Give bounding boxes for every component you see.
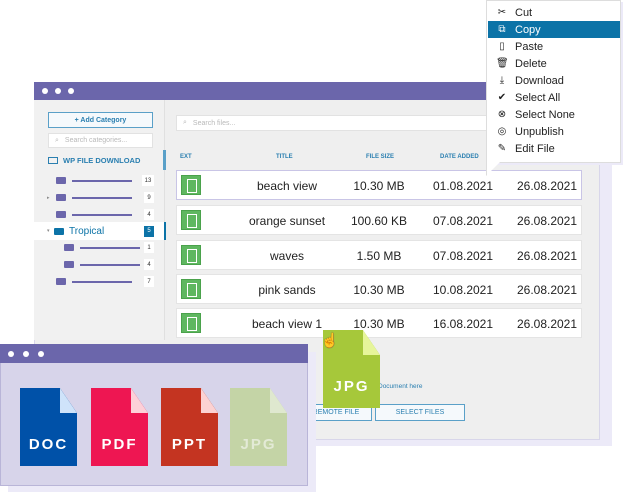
collapse-icon[interactable]: ▾	[47, 228, 50, 234]
ppt-file-icon[interactable]: PPT	[161, 388, 218, 466]
menu-item-copy[interactable]: ⧉ Copy	[488, 21, 620, 38]
context-menu: ✂ Cut ⧉ Copy ▯ Paste 🗑 Delete ⤓ Download ✔ Sel…	[486, 0, 621, 163]
tree-item[interactable]: 7	[34, 273, 165, 290]
menu-item-select-all[interactable]: ✔ Select All	[497, 91, 561, 104]
tree-item[interactable]: 13	[34, 172, 165, 189]
double-check-icon: ✔	[497, 92, 507, 103]
pencil-icon: ✎	[497, 143, 507, 154]
sidebar-resize-handle[interactable]	[163, 150, 166, 170]
tree-item-tropical[interactable]: ▾ Tropical 5	[34, 222, 166, 240]
column-file-size[interactable]: FILE SIZE	[366, 154, 395, 160]
menu-item-paste[interactable]: ▯ Paste	[488, 38, 620, 55]
window-titlebar	[0, 344, 308, 363]
window-dot[interactable]	[55, 88, 61, 94]
window-dot[interactable]	[42, 88, 48, 94]
window-dot[interactable]	[8, 351, 14, 357]
trash-icon: 🗑	[496, 58, 509, 69]
clipboard-icon: ▯	[499, 41, 505, 52]
dragged-jpg-file[interactable]: JPG	[323, 330, 380, 408]
file-row[interactable]: beach view 10.30 MB 01.08.2021 26.08.2021	[176, 170, 582, 200]
window-dot[interactable]	[68, 88, 74, 94]
window-dot[interactable]	[23, 351, 29, 357]
jpg-file-icon	[181, 175, 201, 195]
tree-item[interactable]: 1	[34, 239, 165, 256]
window-dot[interactable]	[38, 351, 44, 357]
file-row[interactable]: pink sands 10.30 MB 10.08.2021 26.08.2021	[176, 274, 582, 304]
file-row[interactable]: orange sunset 100.60 KB 07.08.2021 26.08.20…	[176, 205, 582, 235]
column-ext[interactable]: EXT	[180, 154, 192, 160]
add-category-button[interactable]: + Add Category	[48, 112, 153, 128]
jpg-file-icon	[181, 210, 201, 230]
tree-item[interactable]: ▸ 9	[34, 189, 165, 206]
menu-item-delete[interactable]: 🗑 Delete	[496, 57, 547, 70]
jpg-file-icon	[181, 279, 201, 299]
search-icon: ⌕	[183, 119, 187, 126]
search-icon: ⌕	[55, 136, 59, 144]
menu-item-cut[interactable]: ✂ Cut	[497, 6, 533, 19]
search-categories-input[interactable]: ⌕ Search categories...	[48, 133, 153, 148]
tree-item[interactable]: 4	[34, 256, 165, 273]
jpg-file-icon	[181, 245, 201, 265]
pdf-file-icon[interactable]: PDF	[91, 388, 148, 466]
window-titlebar	[34, 82, 600, 100]
file-row[interactable]: waves 1.50 MB 07.08.2021 26.08.2021	[176, 240, 582, 270]
column-title[interactable]: TITLE	[276, 154, 293, 160]
scissors-icon: ✂	[497, 7, 507, 18]
menu-item-edit-file[interactable]: ✎ Edit File	[497, 142, 555, 155]
tree-item[interactable]: 4	[34, 206, 165, 223]
hand-cursor-icon: ☝	[321, 332, 339, 348]
search-files-input[interactable]: ⌕ Search files...	[176, 115, 506, 131]
eye-off-icon: ◎	[497, 126, 507, 137]
file-row[interactable]: beach view 1 10.30 MB 16.08.2021 26.08.2021	[176, 308, 582, 338]
wpfd-logo-icon	[48, 157, 58, 164]
column-date-added[interactable]: DATE ADDED	[440, 154, 479, 160]
expand-icon[interactable]: ▸	[47, 194, 50, 201]
copy-icon: ⧉	[498, 24, 506, 35]
circle-x-icon: ⊗	[497, 109, 507, 120]
drop-zone-text: Document here	[378, 383, 423, 390]
menu-item-download[interactable]: ⤓ Download	[488, 72, 620, 89]
menu-item-select-none[interactable]: ⊗ Select None	[497, 108, 575, 121]
download-icon: ⤓	[499, 75, 505, 86]
select-files-button[interactable]: SELECT FILES	[375, 404, 465, 421]
brand: WP FILE DOWNLOAD	[48, 156, 140, 165]
menu-item-unpublish[interactable]: ◎ Unpublish	[497, 125, 564, 138]
jpg-file-icon	[181, 313, 201, 333]
